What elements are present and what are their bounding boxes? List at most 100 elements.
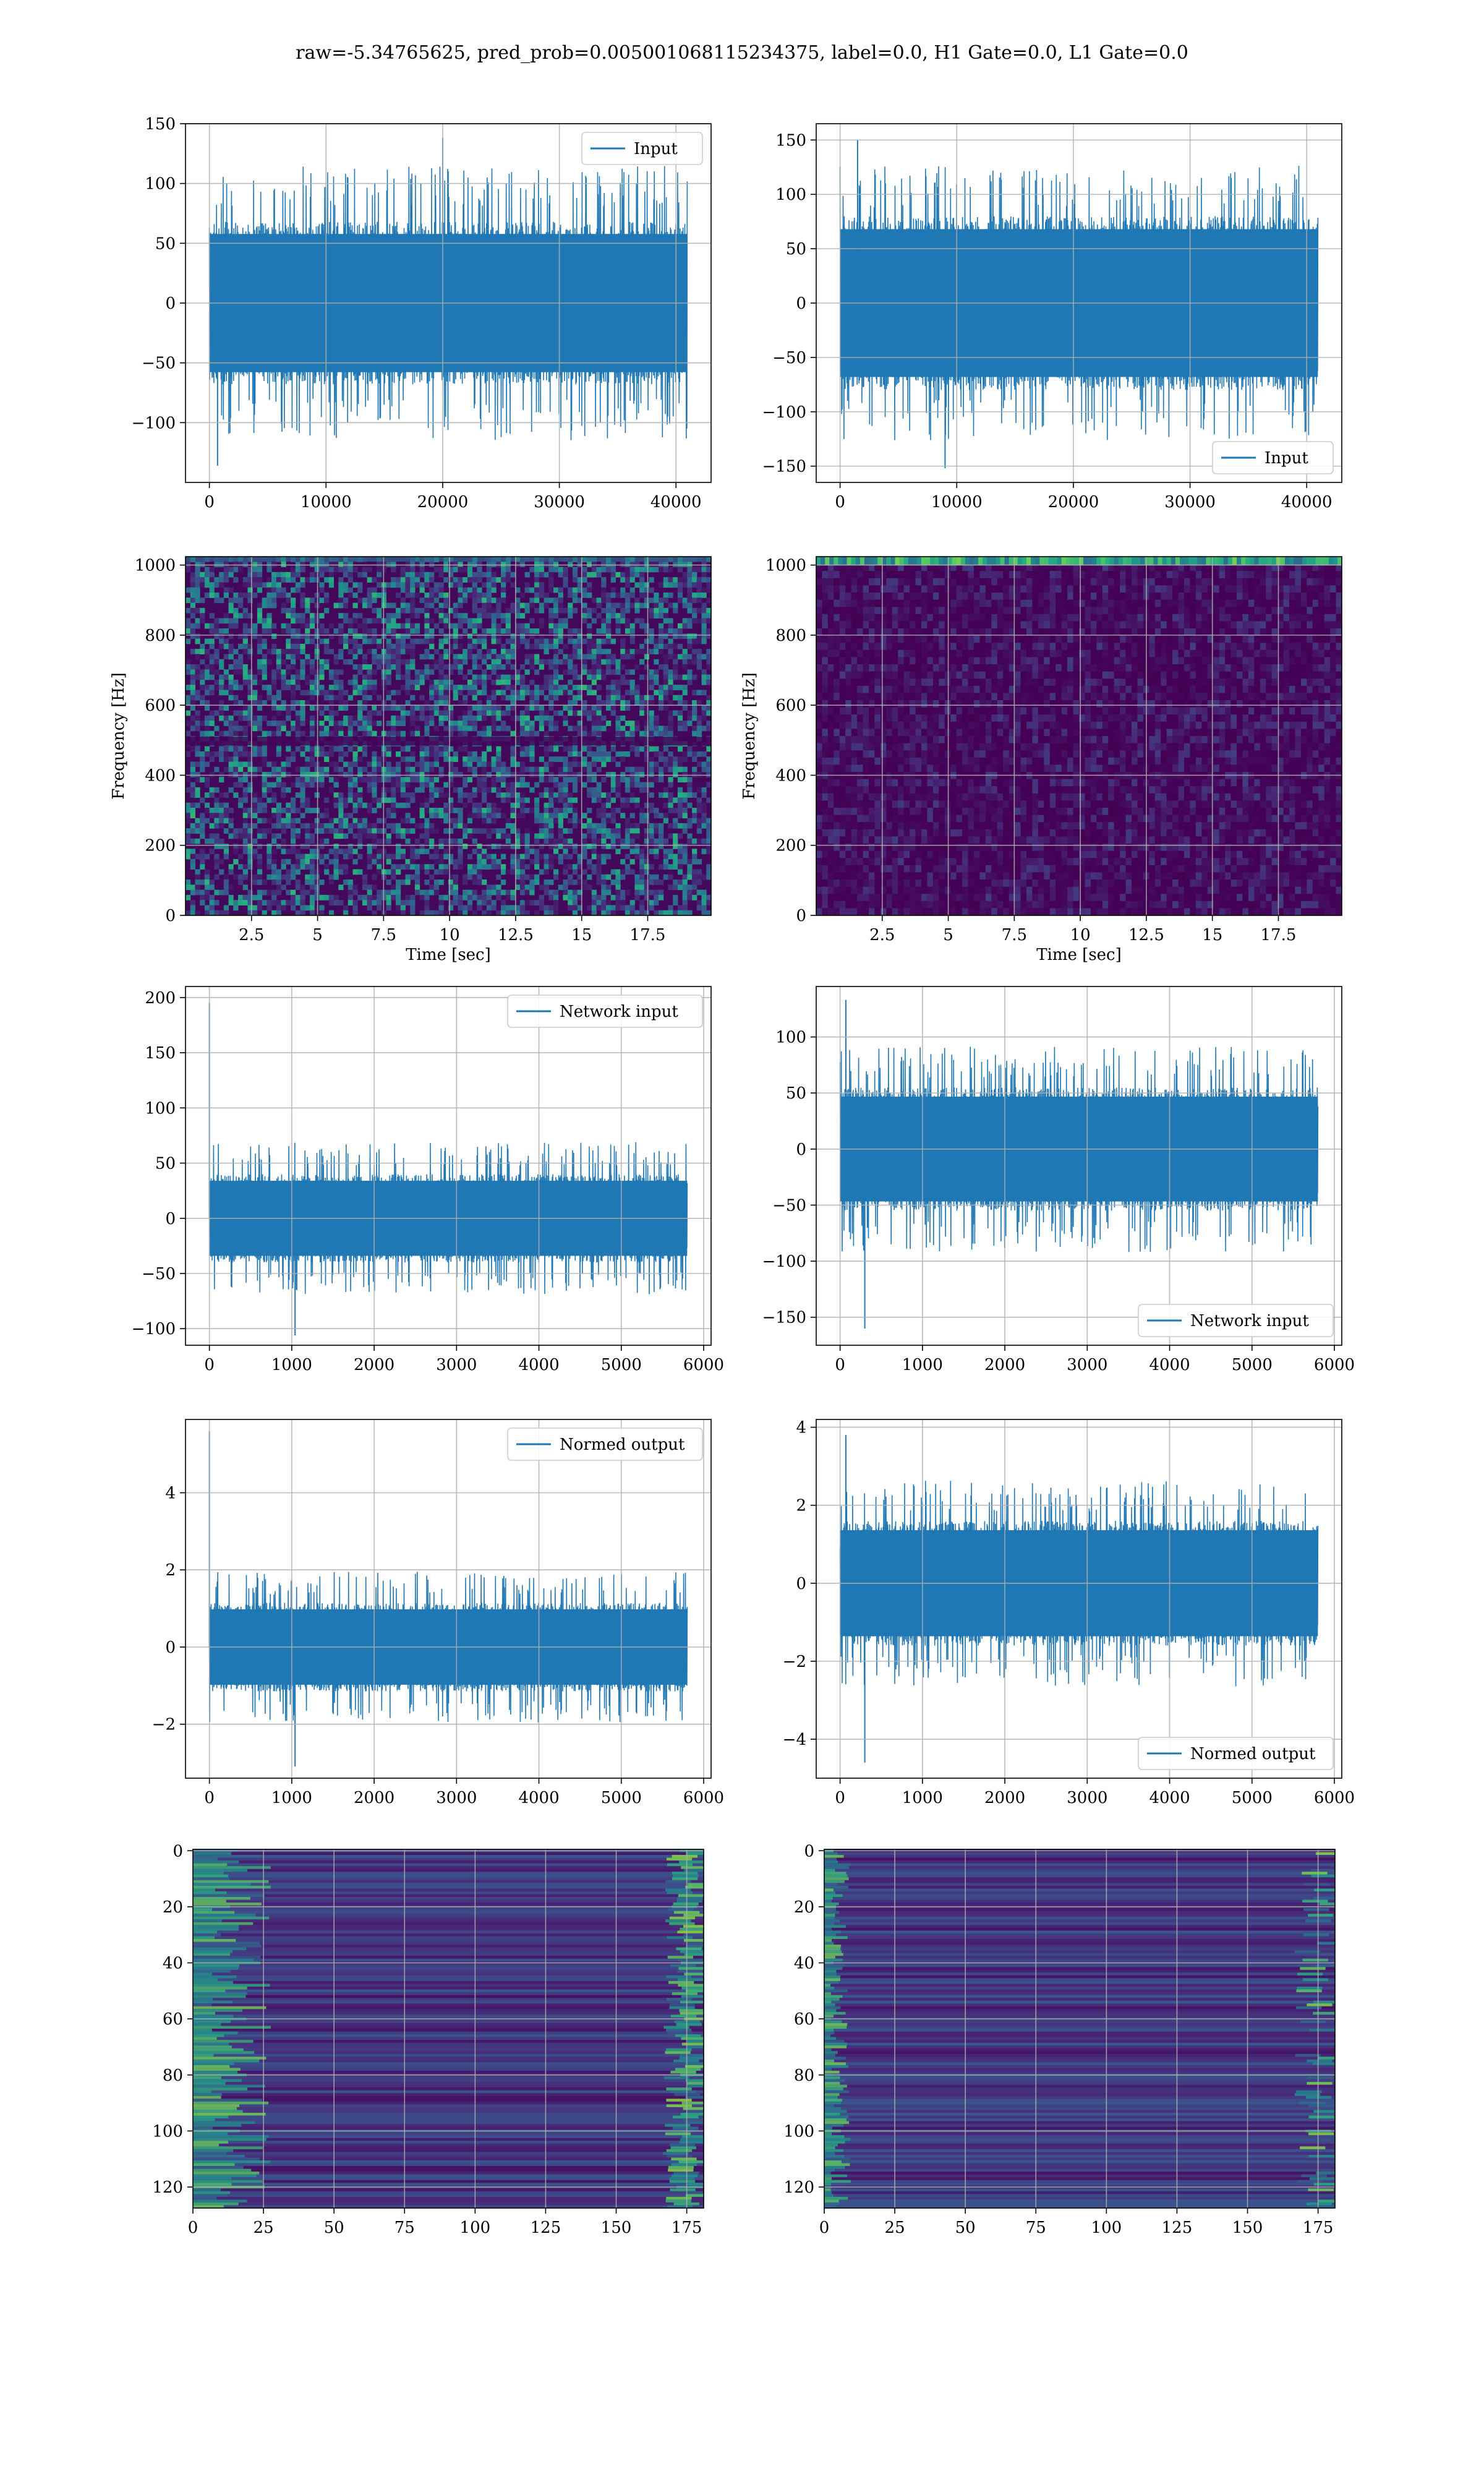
- y-tick-label: −150: [762, 1309, 806, 1327]
- x-tick-label: 15: [571, 926, 592, 944]
- x-tick-label: 6000: [683, 1356, 724, 1374]
- y-tick-label: 100: [145, 175, 176, 194]
- x-tick-label: 6000: [1314, 1356, 1355, 1374]
- y-tick-label: −2: [152, 1716, 176, 1734]
- x-tick-label: 25: [885, 2219, 905, 2237]
- y-tick-label: −100: [762, 1252, 806, 1271]
- y-tick-label: 600: [145, 696, 176, 715]
- plot-area: [816, 557, 1342, 915]
- x-tick-label: 7.5: [371, 926, 396, 944]
- y-tick-label: 150: [145, 115, 176, 134]
- legend: Normed output: [507, 1427, 703, 1461]
- y-tick-label: 40: [163, 1954, 183, 1973]
- y-tick-label: 80: [794, 2066, 814, 2085]
- y-tick-label: 0: [804, 1842, 814, 1860]
- y-axis-label: Frequency [Hz]: [740, 672, 759, 800]
- x-tick-label: 175: [1303, 2219, 1334, 2237]
- y-tick-label: 100: [152, 2122, 183, 2141]
- y-tick-label: 20: [794, 1898, 814, 1917]
- y-tick-label: 0: [796, 1575, 806, 1593]
- x-tick-label: 50: [955, 2219, 976, 2237]
- y-tick-label: 4: [796, 1419, 806, 1437]
- y-tick-label: 2: [165, 1561, 176, 1580]
- x-tick-label: 40000: [1281, 493, 1333, 511]
- axes-frame: [816, 1419, 1342, 1779]
- y-tick-label: 400: [145, 766, 176, 785]
- y-tick-label: −4: [783, 1731, 806, 1749]
- heatmap-image: [186, 557, 711, 915]
- y-tick-label: 120: [152, 2178, 183, 2197]
- axes-frame: [816, 986, 1342, 1346]
- x-tick-label: 6000: [683, 1789, 724, 1807]
- legend: Input: [581, 132, 703, 165]
- plot-area: [208, 138, 688, 466]
- x-tick-label: 1000: [902, 1356, 943, 1374]
- y-tick-label: 50: [155, 234, 176, 253]
- x-tick-label: 1000: [271, 1356, 312, 1374]
- y-tick-label: 200: [145, 989, 176, 1008]
- plot-area: [824, 1849, 1335, 2208]
- y-tick-label: −50: [142, 354, 176, 373]
- x-tick-label: 3000: [436, 1789, 477, 1807]
- y-tick-label: −50: [772, 1196, 806, 1215]
- x-tick-label: 40000: [650, 493, 702, 511]
- x-tick-label: 5: [312, 926, 323, 944]
- axes-spectrogram-l1: 2.5 5 7.5 10 12.5 15 17.5 0 200 400 600 800 1000 Time…: [740, 556, 1342, 964]
- legend-label: Input: [634, 140, 678, 158]
- legend: Normed output: [1138, 1737, 1334, 1770]
- x-tick-label: 4000: [518, 1356, 559, 1374]
- figure-title: raw=-5.34765625, pred_prob=0.00500106811…: [296, 42, 1188, 64]
- y-tick-label: 0: [796, 1141, 806, 1159]
- grid: [824, 1849, 1335, 2208]
- axes-frame: [816, 556, 1342, 916]
- y-tick-label: −100: [132, 1320, 176, 1338]
- x-axis-label: Time [sec]: [406, 946, 491, 964]
- y-tick-label: 60: [794, 2010, 814, 2029]
- y-tick-label: 0: [165, 294, 176, 313]
- y-tick-label: 150: [145, 1044, 176, 1063]
- axes-frame: [185, 556, 712, 916]
- y-tick-label: 0: [165, 907, 176, 925]
- x-tick-label: 10: [440, 926, 460, 944]
- x-tick-label: 30000: [1164, 493, 1216, 511]
- y-tick-label: 4: [165, 1484, 176, 1502]
- axes-normed-output-l1: 0 1000 2000 3000 4000 5000 6000 −4 −2 0 2 4 Normed o…: [783, 1419, 1355, 1807]
- y-tick-label: −150: [762, 458, 806, 476]
- y-tick-label: 800: [145, 627, 176, 645]
- y-tick-label: 0: [796, 907, 806, 925]
- x-tick-label: 17.5: [1261, 926, 1297, 944]
- axes-spectrogram-h1: 2.5 5 7.5 10 12.5 15 17.5 0 200 400 600 800 1000 Time…: [109, 556, 712, 964]
- x-tick-label: 5000: [601, 1789, 642, 1807]
- x-tick-label: 30000: [534, 493, 585, 511]
- x-tick-label: 5000: [601, 1356, 642, 1374]
- y-tick-label: 1000: [765, 557, 806, 575]
- x-tick-label: 2.5: [239, 926, 264, 944]
- plot-area: [208, 1431, 688, 1767]
- x-tick-label: 100: [460, 2219, 491, 2237]
- x-tick-label: 1000: [902, 1789, 943, 1807]
- legend: Network input: [507, 995, 703, 1028]
- plot-area: [186, 557, 711, 915]
- y-tick-label: 40: [794, 1954, 814, 1973]
- y-tick-label: 0: [796, 294, 806, 313]
- x-tick-label: 0: [204, 493, 215, 511]
- x-tick-label: 150: [601, 2219, 632, 2237]
- axes-feature-map-l1: 0 25 50 75 100 125 150 175 0 20 40 60 80 100 120: [783, 1842, 1336, 2237]
- y-axis-label: Frequency [Hz]: [109, 672, 128, 800]
- axes-feature-map-h1: 0 25 50 75 100 125 150 175 0 20 40 60 80 100 120: [152, 1842, 704, 2237]
- y-tick-label: 100: [775, 186, 806, 204]
- legend-label: Input: [1264, 449, 1308, 468]
- x-tick-label: 10000: [301, 493, 352, 511]
- axes-frame: [185, 986, 712, 1346]
- x-tick-label: 50: [324, 2219, 344, 2237]
- y-tick-label: 200: [145, 837, 176, 855]
- x-tick-label: 0: [188, 2219, 198, 2237]
- plot-area: [839, 999, 1319, 1329]
- x-tick-label: 1000: [271, 1789, 312, 1807]
- legend-label: Network input: [1190, 1312, 1309, 1330]
- heatmap-image: [816, 557, 1342, 915]
- x-tick-label: 2.5: [869, 926, 895, 944]
- y-tick-label: −50: [772, 349, 806, 367]
- x-tick-label: 15: [1202, 926, 1222, 944]
- x-tick-label: 10000: [931, 493, 983, 511]
